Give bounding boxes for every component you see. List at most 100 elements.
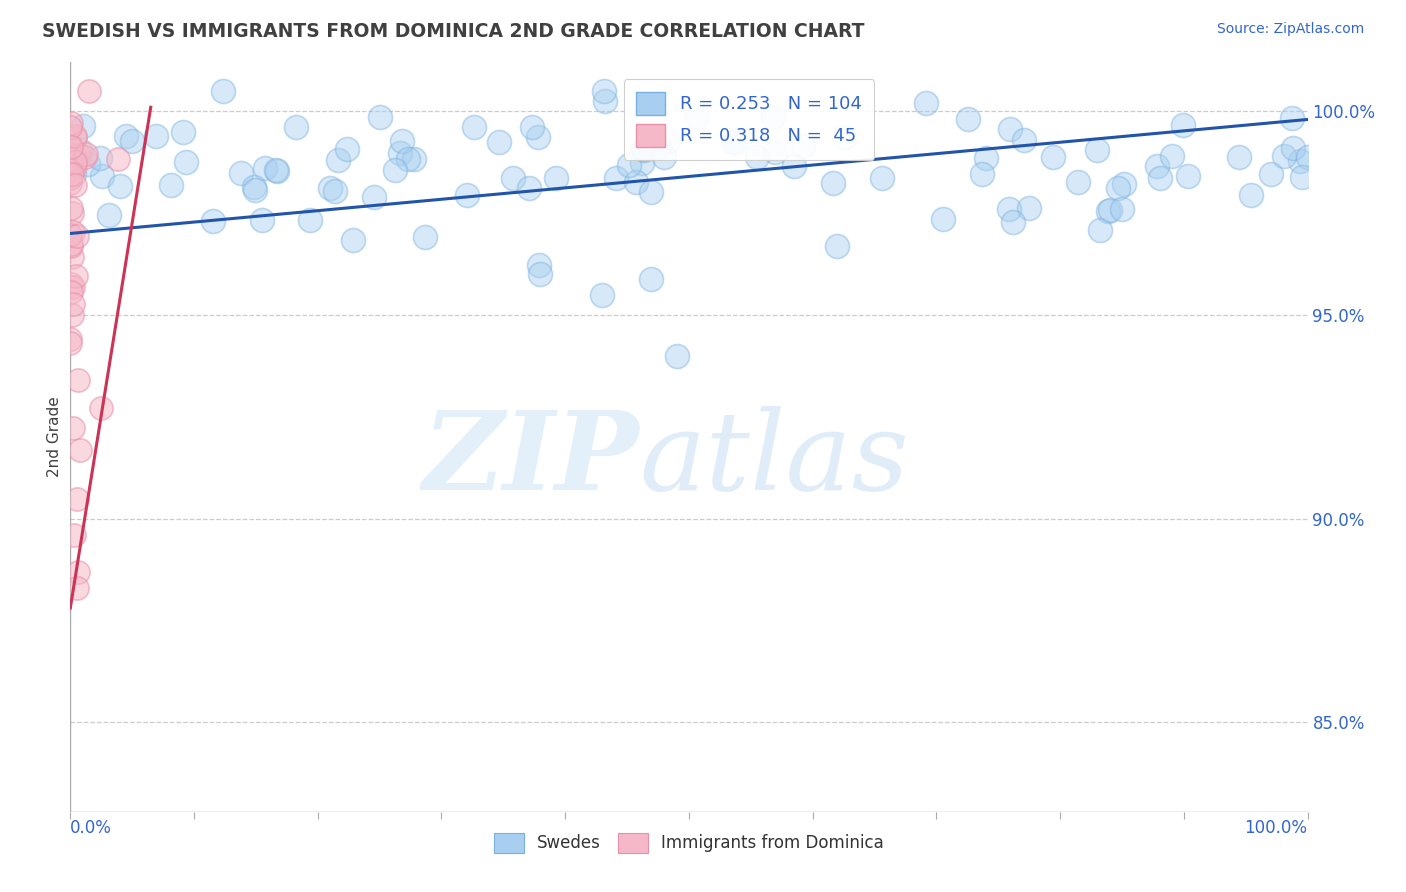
Point bbox=[1227, 150, 1250, 164]
Point bbox=[65, 152, 87, 166]
Point bbox=[266, 163, 288, 178]
Text: 0.0%: 0.0% bbox=[70, 819, 112, 838]
Point bbox=[60, 250, 83, 264]
Point bbox=[527, 258, 550, 272]
Point bbox=[591, 287, 613, 301]
Point bbox=[59, 176, 82, 190]
Point bbox=[264, 163, 287, 178]
Point bbox=[97, 207, 120, 221]
Point bbox=[121, 134, 143, 148]
Point bbox=[1240, 187, 1263, 202]
Point bbox=[665, 349, 688, 363]
Point bbox=[63, 528, 86, 542]
Point bbox=[1090, 223, 1112, 237]
Point bbox=[413, 229, 436, 244]
Point bbox=[59, 335, 82, 350]
Point bbox=[870, 171, 893, 186]
Point bbox=[972, 167, 994, 181]
Point bbox=[1042, 150, 1064, 164]
Point bbox=[1018, 201, 1040, 215]
Point bbox=[298, 213, 321, 227]
Point bbox=[1260, 167, 1282, 181]
Point bbox=[363, 189, 385, 203]
Point bbox=[250, 212, 273, 227]
Point bbox=[546, 171, 568, 186]
Point bbox=[323, 184, 346, 198]
Point bbox=[59, 139, 82, 153]
Point bbox=[336, 142, 359, 156]
Point bbox=[60, 167, 83, 181]
Y-axis label: 2nd Grade: 2nd Grade bbox=[46, 397, 62, 477]
Point bbox=[652, 150, 675, 164]
Point bbox=[1171, 118, 1194, 132]
Point bbox=[66, 492, 89, 507]
Point bbox=[631, 142, 654, 156]
Point bbox=[245, 183, 267, 197]
Point bbox=[827, 238, 849, 252]
Point bbox=[342, 233, 364, 247]
Point bbox=[821, 176, 844, 190]
Point bbox=[60, 152, 83, 166]
Point bbox=[956, 112, 979, 126]
Point bbox=[633, 143, 655, 157]
Point bbox=[1149, 171, 1171, 186]
Point bbox=[60, 206, 83, 220]
Point bbox=[1114, 177, 1136, 191]
Point bbox=[62, 420, 84, 434]
Point bbox=[59, 147, 82, 161]
Text: SWEDISH VS IMMIGRANTS FROM DOMINICA 2ND GRADE CORRELATION CHART: SWEDISH VS IMMIGRANTS FROM DOMINICA 2ND … bbox=[42, 22, 865, 41]
Point bbox=[59, 277, 82, 291]
Point bbox=[110, 179, 132, 194]
Point bbox=[285, 120, 308, 134]
Point bbox=[745, 150, 768, 164]
Point bbox=[792, 139, 814, 153]
Point bbox=[73, 151, 96, 165]
Point bbox=[529, 267, 551, 281]
Point bbox=[65, 178, 87, 193]
Point bbox=[762, 111, 785, 125]
Point bbox=[617, 158, 640, 172]
Point bbox=[72, 119, 94, 133]
Point bbox=[595, 94, 617, 108]
Point bbox=[974, 151, 997, 165]
Point bbox=[783, 159, 806, 173]
Point bbox=[159, 178, 181, 193]
Point bbox=[1289, 153, 1312, 168]
Point bbox=[456, 188, 478, 202]
Point bbox=[67, 148, 90, 162]
Point bbox=[1107, 181, 1129, 195]
Point bbox=[592, 84, 614, 98]
Point bbox=[1067, 175, 1090, 189]
Point bbox=[488, 135, 510, 149]
Point bbox=[254, 161, 277, 175]
Point bbox=[998, 122, 1021, 136]
Point bbox=[91, 169, 114, 183]
Point bbox=[398, 153, 420, 167]
Point bbox=[66, 565, 89, 579]
Point bbox=[527, 130, 550, 145]
Point bbox=[1002, 215, 1025, 229]
Point bbox=[391, 134, 413, 148]
Point bbox=[631, 156, 654, 170]
Point bbox=[1281, 111, 1303, 125]
Point bbox=[389, 145, 412, 160]
Point bbox=[328, 153, 350, 168]
Point bbox=[69, 442, 91, 457]
Point bbox=[60, 239, 83, 253]
Point bbox=[1161, 149, 1184, 163]
Point bbox=[107, 153, 129, 167]
Point bbox=[60, 140, 83, 154]
Point bbox=[1085, 144, 1108, 158]
Point bbox=[59, 201, 82, 215]
Point bbox=[721, 135, 744, 149]
Point bbox=[211, 84, 233, 98]
Point bbox=[243, 179, 266, 194]
Point bbox=[174, 154, 197, 169]
Point bbox=[63, 128, 86, 143]
Point bbox=[65, 268, 87, 283]
Point bbox=[1146, 159, 1168, 173]
Point bbox=[1291, 170, 1313, 185]
Point bbox=[725, 135, 748, 149]
Text: 100.0%: 100.0% bbox=[1244, 819, 1308, 838]
Point bbox=[998, 202, 1021, 216]
